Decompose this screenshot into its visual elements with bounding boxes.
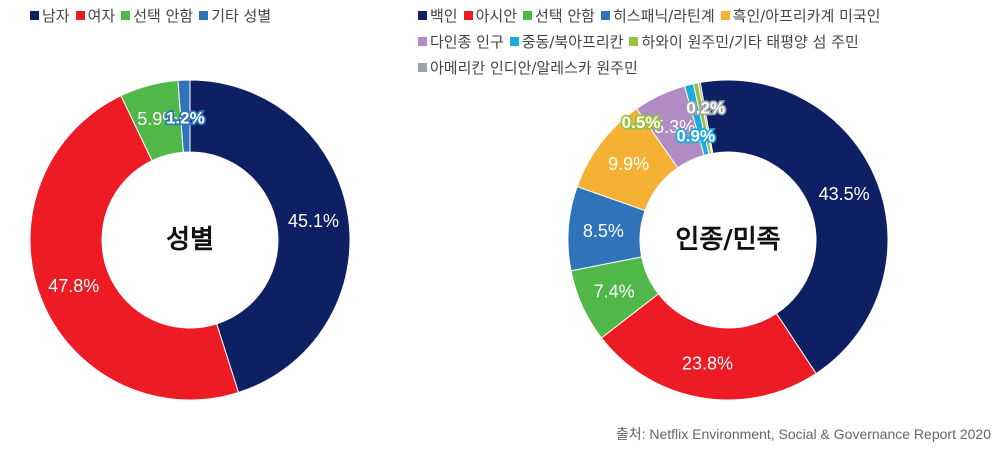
legend-item: 히스패닉/라틴계 bbox=[600, 3, 715, 29]
legend-item: 여자 bbox=[75, 3, 116, 29]
donut-slice bbox=[697, 81, 714, 155]
donut-slice bbox=[177, 79, 191, 153]
legend-item: 선택 안함 bbox=[121, 3, 193, 29]
legend-swatch bbox=[418, 11, 427, 20]
legend-label: 중동/북아프리칸 bbox=[521, 33, 624, 51]
slice-label: 8.5% bbox=[583, 221, 624, 241]
legend-item: 아시안 bbox=[463, 3, 518, 29]
slice-label: 9.9% bbox=[608, 154, 649, 174]
center-label: 성별 bbox=[166, 225, 214, 255]
legend-swatch bbox=[30, 11, 39, 20]
slice-label: 0.5% bbox=[622, 113, 661, 132]
legend-swatch bbox=[418, 37, 427, 46]
slice-label: 0.9% bbox=[676, 126, 715, 145]
legend-swatch bbox=[629, 37, 639, 46]
legend-label: 아메리칸 인디안/알레스카 원주민 bbox=[430, 59, 638, 77]
legend-swatch bbox=[523, 11, 533, 20]
legend-swatch bbox=[509, 37, 519, 46]
legend-item: 하와이 원주민/기타 태평양 섬 주민 bbox=[629, 29, 859, 55]
legend-item: 기타 성별 bbox=[199, 3, 271, 29]
slice-label: 0.2% bbox=[686, 99, 725, 118]
legend-gender: 남자 여자 선택 안함 기타 성별 bbox=[30, 3, 360, 29]
legend-item: 아메리칸 인디안/알레스카 원주민 bbox=[418, 55, 638, 81]
legend-label: 하와이 원주민/기타 태평양 섬 주민 bbox=[641, 33, 859, 51]
legend-item: 남자 bbox=[30, 3, 70, 29]
legend-label: 남자 bbox=[42, 7, 70, 25]
slice-label: 5.3% bbox=[654, 117, 695, 137]
legend-item: 백인 bbox=[418, 3, 458, 29]
donut-slice bbox=[189, 79, 351, 394]
legend-race: 백인 아시안 선택 안함 히스패닉/라틴계 흑인/아프리카계 미국인다인종 인구 중동/북… bbox=[418, 3, 978, 81]
legend-swatch bbox=[600, 11, 610, 20]
legend-label: 아시안 bbox=[475, 7, 518, 25]
donut-slice bbox=[600, 293, 817, 401]
slice-label: 23.8% bbox=[682, 353, 733, 373]
legend-label: 선택 안함 bbox=[535, 7, 595, 25]
legend-swatch bbox=[199, 11, 209, 20]
source-note: 출처: Netflix Environment, Social & Govern… bbox=[615, 426, 991, 442]
legend-label: 백인 bbox=[430, 7, 458, 25]
legend-label: 히스패닉/라틴계 bbox=[612, 7, 715, 25]
legend-label: 흑인/아프리카계 미국인 bbox=[732, 7, 881, 25]
legend-item: 중동/북아프리칸 bbox=[509, 29, 624, 55]
legend-item: 흑인/아프리카계 미국인 bbox=[720, 3, 881, 29]
center-label: 인종/민족 bbox=[675, 225, 780, 255]
legend-swatch bbox=[418, 63, 427, 72]
donut-slice bbox=[699, 79, 889, 375]
legend-swatch bbox=[121, 11, 131, 20]
slice-label: 47.8% bbox=[48, 276, 99, 296]
slice-label: 43.5% bbox=[819, 184, 870, 204]
legend-swatch bbox=[463, 11, 473, 20]
slice-label: 1.2% bbox=[166, 109, 205, 128]
legend-item: 다인종 인구 bbox=[418, 29, 504, 55]
legend-swatch bbox=[720, 11, 730, 20]
donut-slice bbox=[29, 94, 240, 401]
legend-label: 선택 안함 bbox=[133, 7, 194, 25]
legend-label: 여자 bbox=[87, 7, 116, 25]
slice-label: 45.1% bbox=[288, 211, 339, 231]
legend-label: 기타 성별 bbox=[211, 7, 272, 25]
slice-label: 7.4% bbox=[594, 282, 635, 302]
legend-swatch bbox=[75, 11, 85, 20]
legend-label: 다인종 인구 bbox=[430, 33, 504, 51]
slice-label: 5.9% bbox=[137, 109, 178, 129]
legend-item: 선택 안함 bbox=[523, 3, 595, 29]
